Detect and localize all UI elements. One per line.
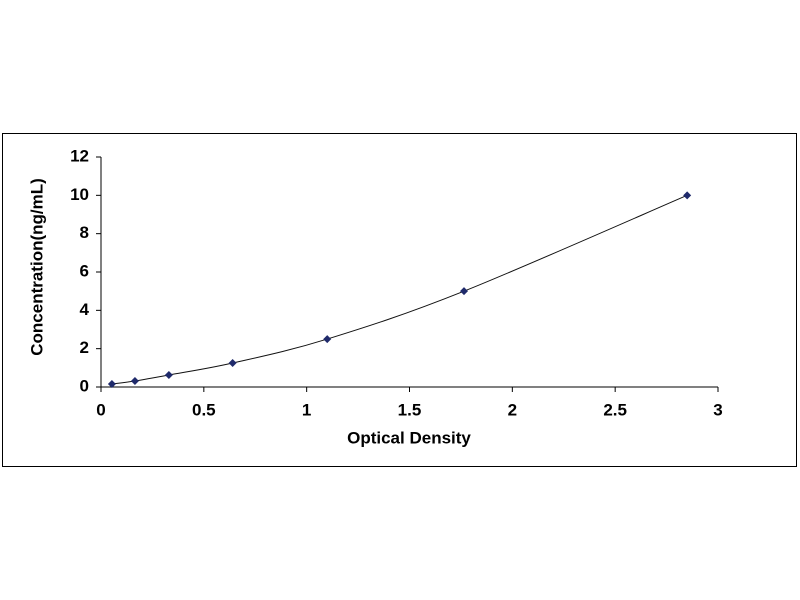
data-point xyxy=(460,287,469,296)
data-point xyxy=(130,377,139,386)
y-axis-title: Concentration(ng/mL) xyxy=(27,178,46,356)
y-tick-label: 10 xyxy=(70,185,89,204)
y-tick-label: 8 xyxy=(80,223,89,242)
x-tick-label: 0 xyxy=(96,400,105,419)
x-tick-label: 3 xyxy=(713,400,722,419)
y-tick-label: 0 xyxy=(80,376,89,395)
data-point xyxy=(164,371,173,380)
data-point xyxy=(228,359,237,368)
x-axis-title: Optical Density xyxy=(347,428,471,447)
y-tick-label: 4 xyxy=(80,300,90,319)
chart-frame xyxy=(2,133,797,467)
x-tick-label: 2 xyxy=(508,400,517,419)
data-point xyxy=(323,335,332,344)
y-tick-label: 12 xyxy=(70,146,89,165)
curve xyxy=(111,194,688,385)
data-point xyxy=(683,191,692,200)
x-tick-label: 2.5 xyxy=(603,400,627,419)
data-point xyxy=(107,380,116,389)
y-tick-label: 6 xyxy=(80,261,89,280)
x-tick-label: 1.5 xyxy=(398,400,422,419)
x-tick-label: 1 xyxy=(302,400,311,419)
x-tick-label: 0.5 xyxy=(192,400,216,419)
y-tick-label: 2 xyxy=(80,338,89,357)
